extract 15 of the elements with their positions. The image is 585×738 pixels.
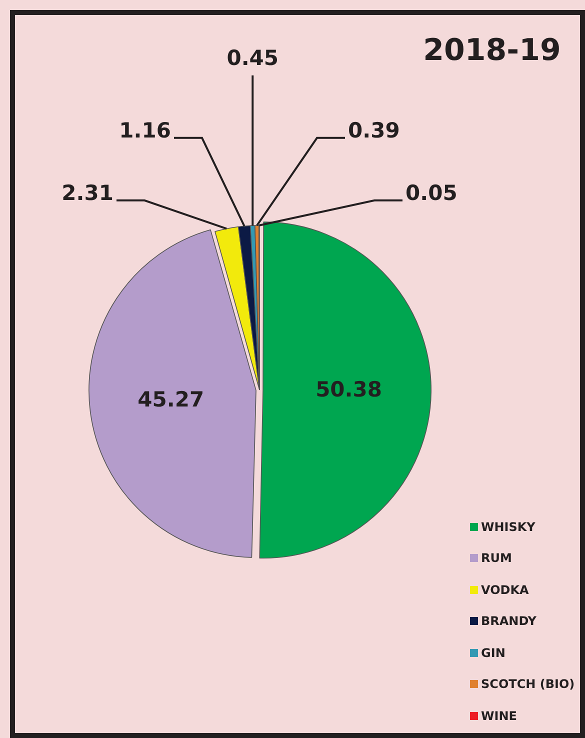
data-label: 45.27: [138, 388, 204, 412]
legend-label: WHISKY: [481, 520, 536, 534]
legend-label: GIN: [481, 646, 506, 660]
data-label: 50.38: [316, 378, 382, 402]
chart-title: 2018-19: [423, 32, 561, 68]
data-label: 2.31: [62, 180, 114, 205]
data-label: 0.39: [348, 118, 400, 142]
data-label: 0.05: [406, 180, 458, 205]
data-label: 1.16: [119, 118, 171, 142]
legend-label: SCOTCH (BIO): [481, 677, 575, 692]
legend-label: RUM: [481, 551, 512, 566]
data-label: 0.45: [226, 46, 279, 70]
legend-label: VODKA: [481, 582, 529, 597]
legend-label: BRANDY: [481, 614, 536, 628]
legend-label: WINE: [481, 708, 517, 723]
